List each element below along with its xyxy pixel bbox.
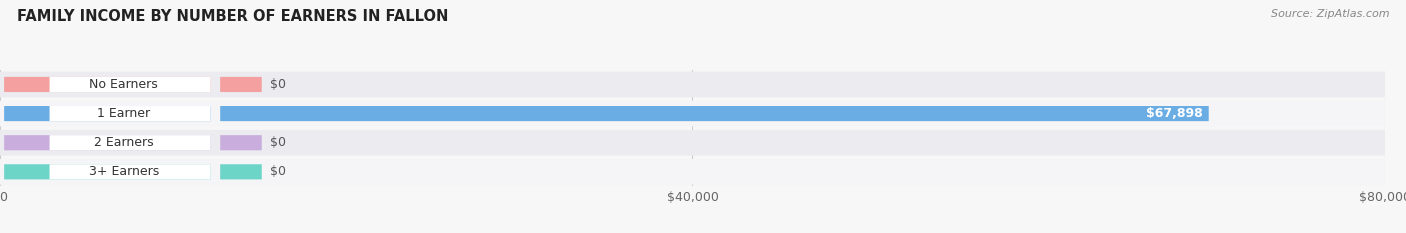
Text: $0: $0 [270, 165, 285, 178]
Text: 1 Earner: 1 Earner [97, 107, 150, 120]
Text: $0: $0 [270, 136, 285, 149]
FancyBboxPatch shape [4, 164, 211, 179]
Text: $0: $0 [270, 78, 285, 91]
FancyBboxPatch shape [49, 77, 211, 92]
FancyBboxPatch shape [0, 130, 1385, 156]
FancyBboxPatch shape [4, 106, 211, 121]
FancyBboxPatch shape [221, 135, 262, 150]
FancyBboxPatch shape [4, 77, 211, 92]
FancyBboxPatch shape [49, 106, 211, 121]
FancyBboxPatch shape [221, 164, 262, 179]
FancyBboxPatch shape [49, 164, 211, 179]
FancyBboxPatch shape [221, 77, 262, 92]
Text: 3+ Earners: 3+ Earners [89, 165, 159, 178]
Text: Source: ZipAtlas.com: Source: ZipAtlas.com [1271, 9, 1389, 19]
Text: FAMILY INCOME BY NUMBER OF EARNERS IN FALLON: FAMILY INCOME BY NUMBER OF EARNERS IN FA… [17, 9, 449, 24]
Text: No Earners: No Earners [90, 78, 159, 91]
Text: 2 Earners: 2 Earners [94, 136, 153, 149]
FancyBboxPatch shape [0, 101, 1385, 126]
FancyBboxPatch shape [0, 72, 1385, 97]
FancyBboxPatch shape [221, 106, 1209, 121]
FancyBboxPatch shape [49, 135, 211, 150]
FancyBboxPatch shape [0, 159, 1385, 185]
FancyBboxPatch shape [4, 135, 211, 150]
Text: $67,898: $67,898 [1146, 107, 1204, 120]
